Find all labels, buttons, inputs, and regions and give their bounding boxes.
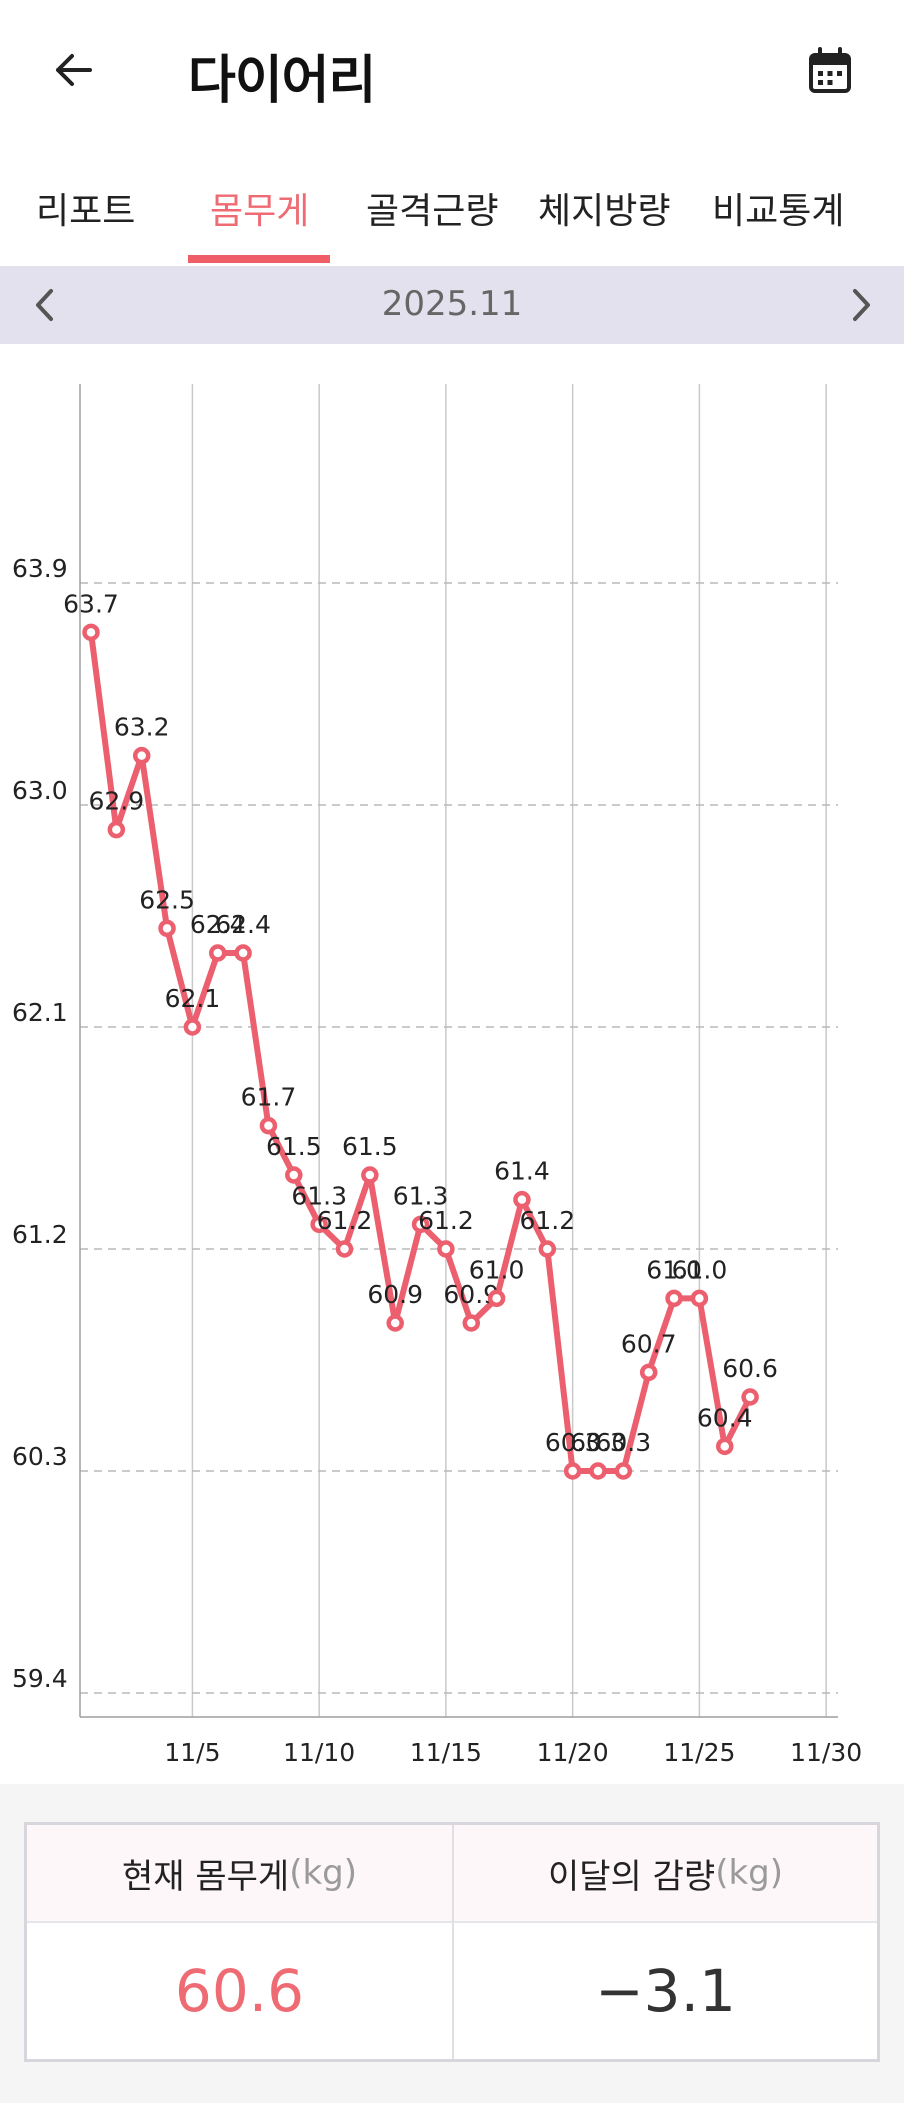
- tab-report[interactable]: 리포트: [36, 191, 136, 232]
- column-divider: [452, 1825, 454, 2059]
- tab-compare-stats[interactable]: 비교통계: [712, 191, 845, 232]
- data-label: 61.2: [317, 1206, 373, 1235]
- data-label: 61.0: [672, 1255, 728, 1284]
- data-label: 61.0: [646, 1255, 702, 1284]
- data-point: [361, 1166, 379, 1184]
- data-label: 60.9: [367, 1280, 423, 1309]
- data-label: 61.0: [469, 1255, 525, 1284]
- monthly-loss-label: 이달의 감량: [547, 1856, 716, 1897]
- tab-bar: 리포트 몸무게 골격근량 체지방량 비교통계: [0, 160, 904, 268]
- x-tick-label: 11/5: [164, 1738, 220, 1767]
- data-label: 61.2: [418, 1206, 474, 1235]
- data-label: 61.3: [291, 1181, 347, 1210]
- y-tick-label: 63.0: [12, 776, 68, 805]
- data-label: 63.7: [63, 589, 119, 618]
- active-tab-indicator: [188, 255, 330, 263]
- weight-line-chart: 59.4 60.3 61.2 62.1 63.0 63.9 11/5 11/10 11/15 11…: [12, 384, 862, 1767]
- current-weight-header: 현재 몸무게 (kg): [27, 1825, 452, 1923]
- data-point: [310, 1215, 328, 1234]
- current-weight-label: 현재 몸무게: [121, 1856, 290, 1897]
- data-label: 62.4: [215, 910, 271, 939]
- data-label: 61.7: [241, 1083, 297, 1112]
- x-tick-label: 11/30: [790, 1738, 862, 1767]
- x-tick-label: 11/10: [283, 1738, 355, 1767]
- x-tick-label: 11/15: [410, 1738, 482, 1767]
- y-tick-label: 59.4: [12, 1664, 68, 1693]
- data-point: [639, 1363, 658, 1382]
- data-point: [437, 1240, 455, 1258]
- data-point: [513, 1190, 531, 1209]
- data-label: 60.4: [697, 1403, 753, 1432]
- data-point: [411, 1215, 430, 1234]
- data-point: [158, 919, 176, 938]
- data-label: 60.3: [545, 1428, 601, 1457]
- y-tick-label: 63.9: [12, 554, 68, 583]
- current-weight-value: 60.6: [174, 1957, 305, 2025]
- data-label: 63.2: [114, 713, 170, 742]
- data-point: [690, 1289, 709, 1308]
- x-tick-label: 11/20: [537, 1738, 609, 1767]
- data-point: [209, 944, 227, 962]
- data-point: [589, 1462, 607, 1480]
- data-point: [107, 820, 126, 839]
- y-tick-label: 61.2: [12, 1220, 68, 1249]
- chevron-right-icon: [853, 289, 870, 321]
- data-point: [487, 1289, 506, 1308]
- back-button[interactable]: [44, 40, 104, 100]
- data-point: [716, 1437, 734, 1456]
- data-point: [462, 1314, 480, 1332]
- x-tick-label: 11/25: [663, 1738, 735, 1767]
- previous-month-button[interactable]: [22, 282, 66, 328]
- data-point: [259, 1116, 278, 1135]
- monthly-loss-header: 이달의 감량 (kg): [454, 1825, 877, 1923]
- data-point: [183, 1018, 202, 1036]
- data-point: [234, 944, 252, 962]
- data-label: 61.2: [519, 1206, 575, 1235]
- data-point: [741, 1388, 759, 1406]
- data-label: 62.9: [89, 787, 145, 816]
- data-point: [538, 1240, 557, 1258]
- data-label: 61.5: [266, 1132, 322, 1161]
- arrow-left-icon: [56, 54, 92, 86]
- current-weight-unit: (kg): [289, 1853, 358, 1893]
- data-point: [614, 1462, 633, 1480]
- data-point: [335, 1240, 354, 1258]
- data-label: 61.3: [393, 1181, 449, 1210]
- summary-table: 현재 몸무게 (kg) 이달의 감량 (kg) 60.6 −3.1: [24, 1822, 880, 2062]
- calendar-button[interactable]: [800, 40, 860, 102]
- y-tick-label: 60.3: [12, 1442, 68, 1471]
- calendar-icon: [809, 47, 851, 93]
- data-point: [665, 1289, 683, 1308]
- tab-muscle-mass[interactable]: 골격근량: [366, 191, 499, 232]
- data-label: 60.3: [596, 1428, 652, 1457]
- data-point: [285, 1166, 303, 1184]
- tab-weight[interactable]: 몸무게: [210, 191, 310, 232]
- data-label: 62.5: [139, 885, 195, 914]
- app-bar: 다이어리: [0, 0, 904, 150]
- monthly-loss-unit: (kg): [715, 1853, 784, 1893]
- tab-body-fat[interactable]: 체지방량: [538, 191, 671, 232]
- period-label: 2025.11: [381, 284, 523, 324]
- period-navigator: 2025.11: [0, 266, 904, 344]
- data-point: [386, 1314, 404, 1332]
- data-label: 62.4: [190, 910, 246, 939]
- page-title: 다이어리: [188, 51, 376, 111]
- chevron-left-icon: [36, 289, 53, 321]
- monthly-loss-value: −3.1: [595, 1957, 736, 2025]
- data-label: 61.5: [342, 1132, 398, 1161]
- data-label: 62.1: [165, 984, 221, 1013]
- data-label: 60.7: [621, 1329, 677, 1358]
- data-label: 60.6: [722, 1354, 778, 1383]
- y-tick-label: 62.1: [12, 998, 68, 1027]
- data-point: [82, 623, 100, 642]
- next-month-button[interactable]: [840, 282, 884, 328]
- data-label: 60.3: [570, 1428, 626, 1457]
- data-point: [132, 746, 151, 765]
- data-point: [563, 1462, 582, 1480]
- data-label: 61.4: [494, 1157, 550, 1186]
